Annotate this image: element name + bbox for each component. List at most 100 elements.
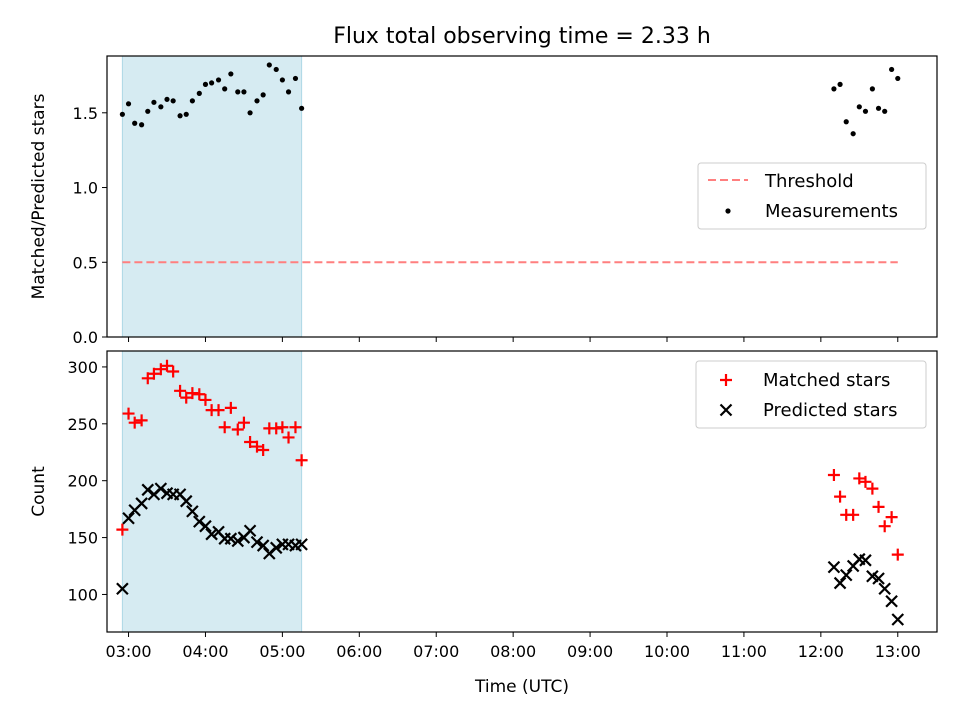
predicted-star-point [179,494,193,508]
measurement-point [170,98,176,104]
legend-measurement-swatch [725,208,731,214]
measurement-point [247,110,253,116]
predicted-star-point [186,505,199,518]
measurement-point [895,75,901,82]
matched-star-point [282,431,295,444]
measurement-point [241,89,247,95]
measurement-point [125,101,132,107]
matched-star-point [872,500,885,513]
matched-star-point [180,391,193,404]
predicted-star-point [154,482,168,495]
matched-star-point [270,422,283,435]
measurement-point [882,108,888,114]
measurement-point [260,92,266,98]
predicted-star-point [243,524,257,538]
matched-star-point [116,523,129,536]
legend-box [697,162,927,230]
x-tick-label: 10:00 [644,642,690,661]
matched-star-point [186,387,199,400]
y-tick-label: 250 [67,415,98,434]
measurement-point [158,104,164,110]
matched-star-point [231,423,244,436]
predicted-star-point [199,519,212,533]
x-tick-label: 08:00 [490,642,536,661]
x-tick-label: 11:00 [721,642,767,661]
matched-star-point [174,384,187,397]
x-tick-label: 06:00 [336,642,382,661]
matched-star-point [859,475,872,488]
matched-star-point [141,372,154,385]
matched-star-point [885,511,898,524]
x-tick-label: 12:00 [798,642,844,661]
matched-star-point [154,363,167,376]
matched-star-point [199,393,212,406]
measurement-point [215,77,222,83]
matched-star-point [218,421,231,434]
predicted-star-point [135,497,148,510]
y-tick-label: 200 [67,472,98,491]
matched-star-point [827,469,840,482]
plot-frame [106,55,938,338]
measurement-point [273,66,279,73]
matched-star-point [295,454,308,467]
measurement-point [831,86,837,92]
measurement-point [228,71,234,77]
y-tick-label: 1.5 [73,104,98,123]
measurement-point [164,96,170,102]
matched-star-point [878,520,891,533]
measurement-point [837,81,843,87]
predicted-star-point [885,595,898,608]
measurement-point [279,77,285,83]
legend-matched-swatch [720,374,732,386]
predicted-star-point [250,535,264,549]
predicted-star-point [116,582,129,596]
y-tick-label: 150 [67,529,98,548]
y-tick-label: 1.0 [73,179,98,198]
predicted-star-point [295,538,308,551]
matched-star-point [853,472,866,485]
matched-star-point [128,416,141,429]
y-tick-label: 0.0 [73,328,98,347]
top-panel-ratio: 0.0 0.5 1.0 1.5 Matched/Predicted stars Thres… [29,55,938,347]
measurement-point [189,98,195,104]
measurement-point [139,122,145,128]
predicted-star-point [891,613,905,626]
measurement-point [889,66,895,73]
legend-box [695,360,927,429]
matched-star-point [212,404,225,417]
matched-star-point [251,440,263,453]
chart-title: Flux total observing time = 2.33 h [333,24,711,49]
x-tick-label: 09:00 [567,642,613,661]
x-tick-label: 07:00 [413,642,459,661]
predicted-star-point [859,554,872,567]
predicted-star-point [256,539,270,552]
matched-star-point [224,401,237,414]
matched-star-point [122,407,135,420]
predicted-star-point [141,483,155,497]
matched-star-point [237,416,250,429]
y-tick-label: 0.5 [73,253,98,272]
y-axis-label: Count [29,466,49,517]
matched-star-point [891,548,904,561]
measurement-point [862,108,869,114]
measurement-point [292,75,299,82]
measurement-point [285,89,292,95]
measurement-point [856,104,862,110]
measurement-point [202,81,209,87]
measurement-point [843,119,849,125]
predicted-star-point [122,511,135,525]
measurement-point [222,86,228,92]
measurement-point [299,105,305,111]
predicted-star-point [827,560,841,574]
measurement-point [209,80,215,86]
matched-star-point [257,443,270,456]
predicted-star-point [878,582,891,596]
legend-label-matched: Matched stars [763,370,890,391]
measurement-point [145,108,151,114]
predicted-star-point [872,572,885,585]
matched-star-point [834,490,847,503]
legend-bottom: Matched stars Predicted stars [695,360,927,429]
predicted-star-point [231,534,245,548]
x-tick-label: 04:00 [182,642,228,661]
